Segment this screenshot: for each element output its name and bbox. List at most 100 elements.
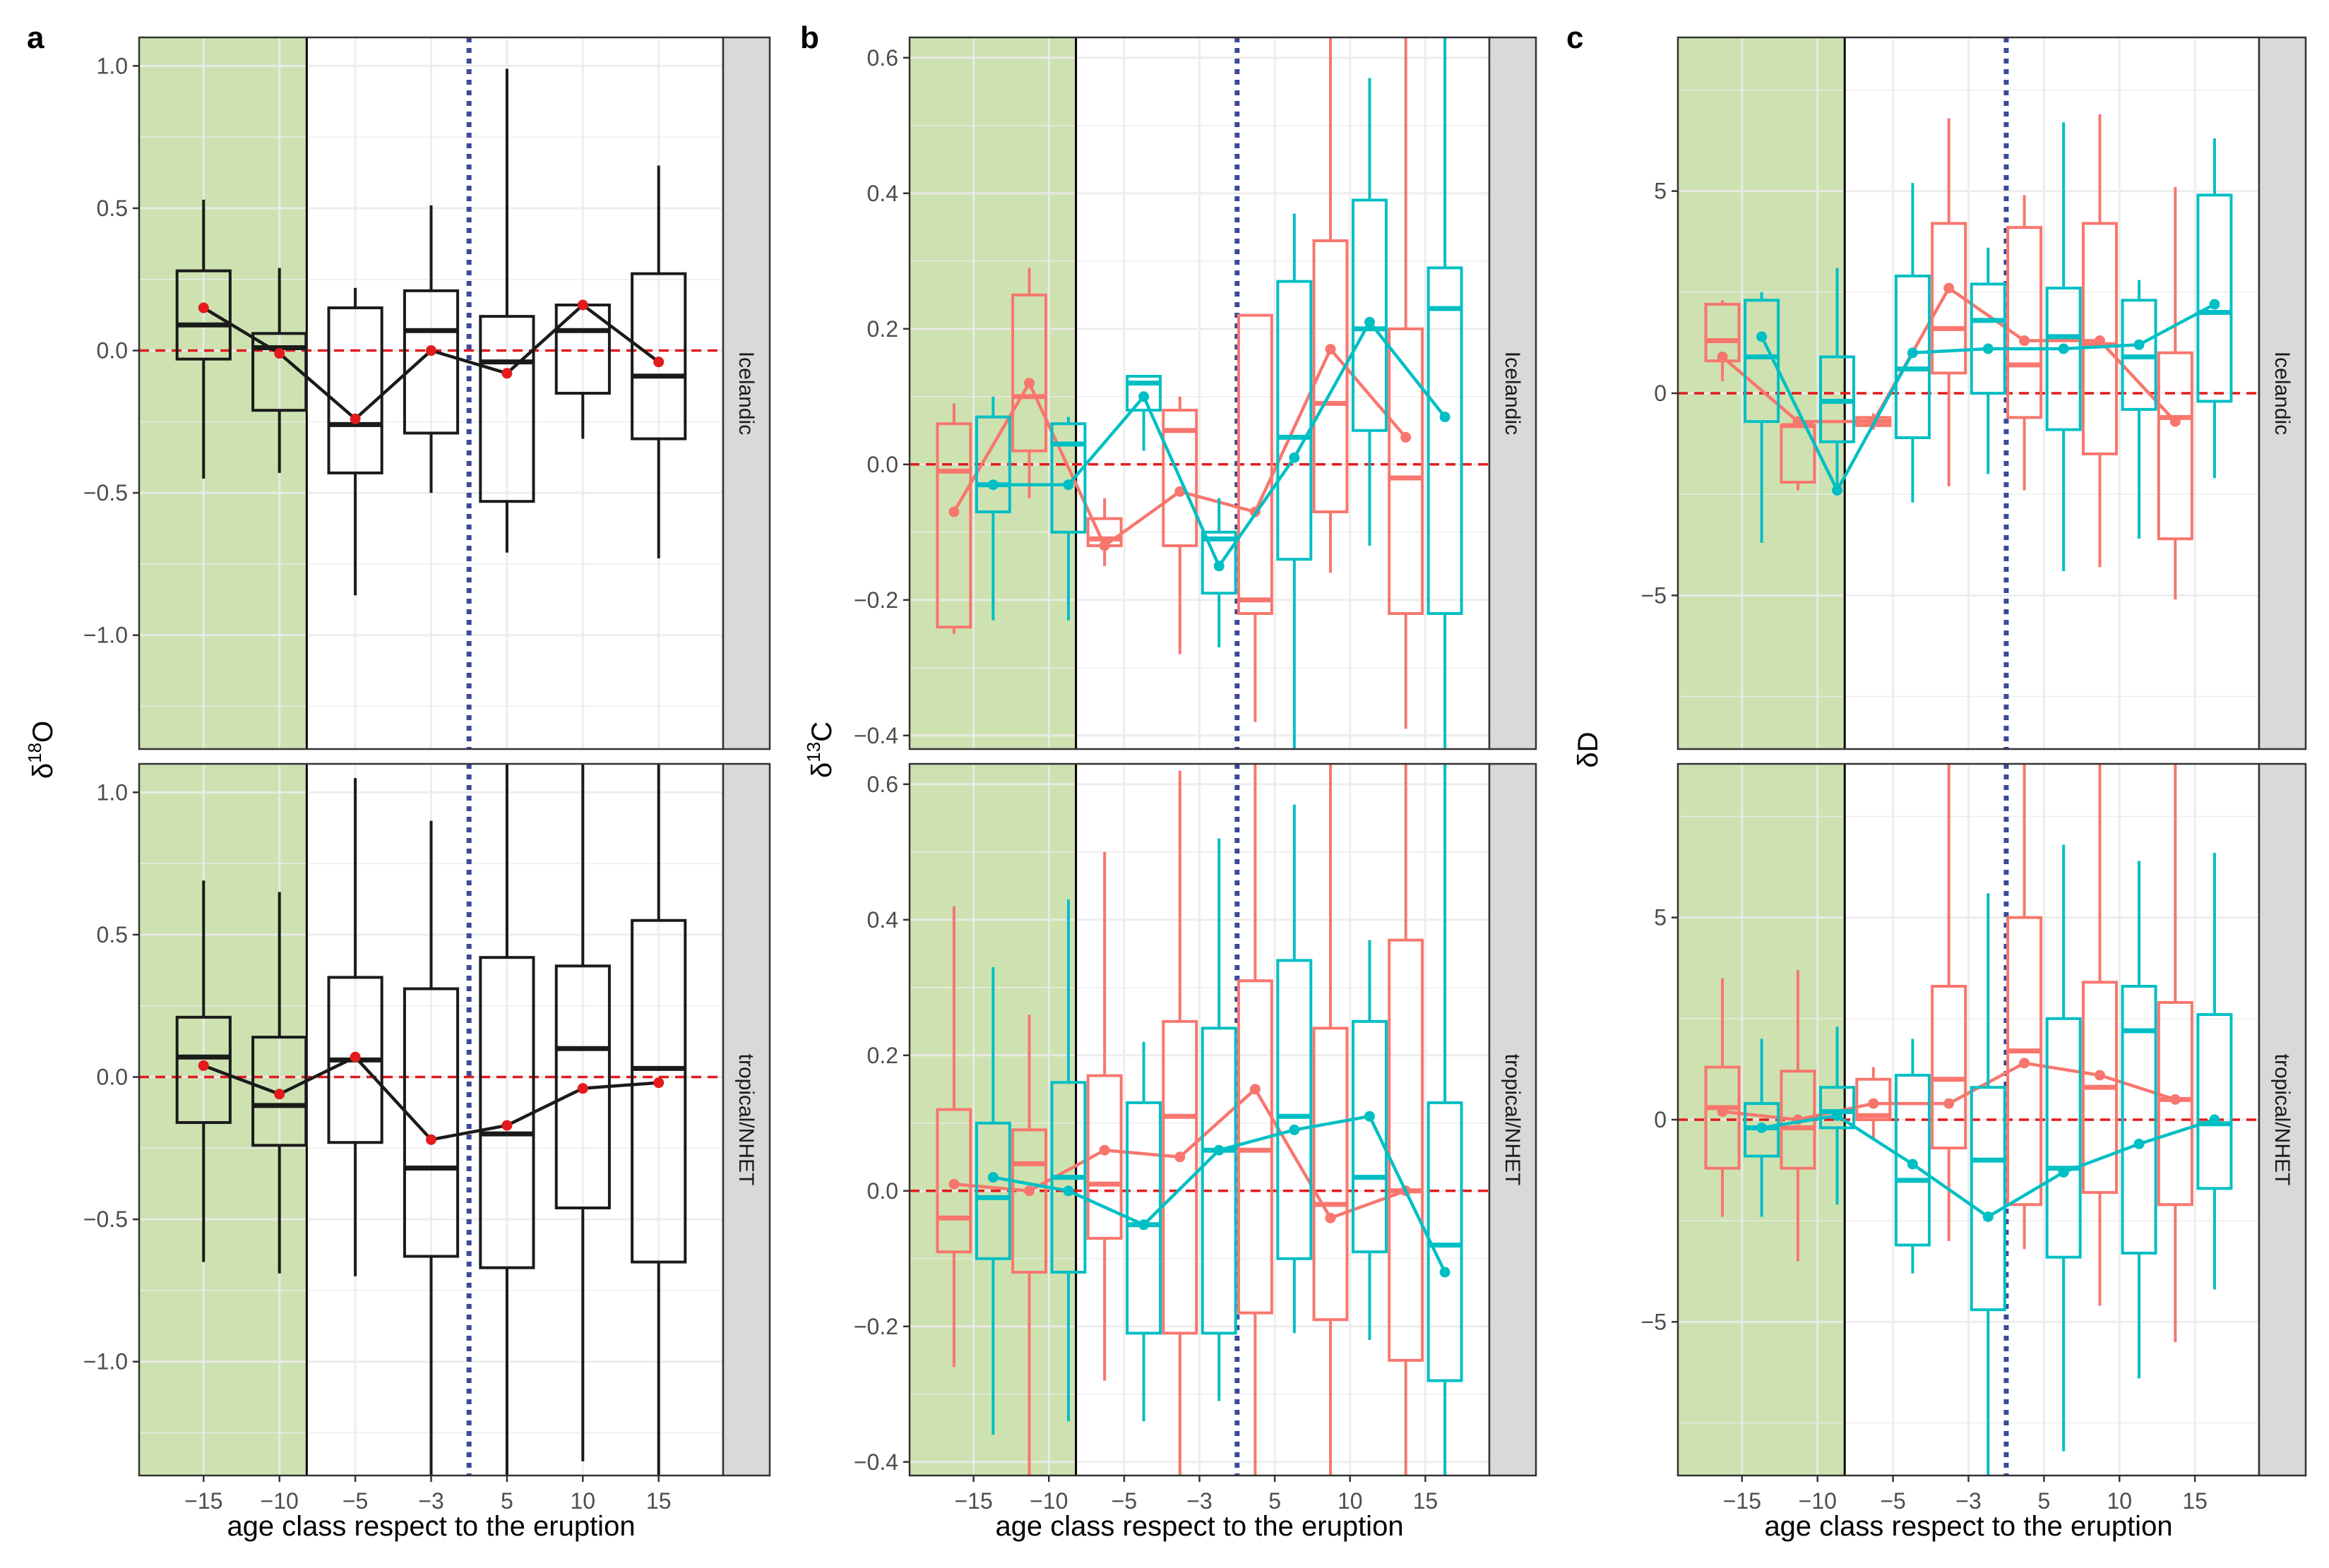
facet-strip-label: tropical/NHET bbox=[734, 1054, 758, 1186]
mean-point bbox=[2094, 335, 2105, 347]
mean-point bbox=[2169, 416, 2181, 427]
x-tick-label: 5 bbox=[2037, 1488, 2050, 1514]
y-tick-label: 5 bbox=[1654, 179, 1667, 204]
panel-letter: a bbox=[27, 20, 44, 55]
box bbox=[631, 272, 687, 441]
mean-point bbox=[1213, 1144, 1225, 1156]
box bbox=[1352, 1019, 1388, 1254]
box bbox=[1086, 1074, 1123, 1240]
facet-strip-label: Icelandic bbox=[1501, 352, 1524, 435]
box bbox=[1201, 530, 1237, 595]
y-tick-label: −0.5 bbox=[83, 1207, 128, 1232]
mean-point bbox=[1907, 1159, 1918, 1170]
y-tick-label: 1.0 bbox=[97, 53, 128, 78]
mean-point bbox=[1063, 1185, 1074, 1197]
facet-tropical-nhet: tropical/NHET −5 0 5 bbox=[1641, 762, 2307, 1482]
panel-letter: b bbox=[800, 20, 819, 55]
box bbox=[1704, 1065, 1741, 1170]
box bbox=[2121, 985, 2157, 1255]
facet-strip bbox=[2258, 762, 2307, 1477]
x-axis-label: age class respect to the eruption bbox=[995, 1511, 1403, 1542]
mean-point bbox=[1756, 1122, 1768, 1133]
x-tick-label: −5 bbox=[1112, 1488, 1137, 1514]
x-tick-label: 10 bbox=[2107, 1488, 2132, 1514]
mean-point bbox=[1325, 344, 1336, 355]
y-axis-label-tail: O bbox=[28, 721, 59, 743]
x-tick-label: −10 bbox=[1799, 1488, 1837, 1514]
y-tick-label: −0.4 bbox=[854, 723, 898, 748]
y-tick-label: 0.2 bbox=[867, 316, 898, 342]
x-tick-label: 15 bbox=[646, 1488, 672, 1514]
x-tick-label: −5 bbox=[342, 1488, 368, 1514]
box bbox=[1819, 1086, 1856, 1130]
x-tick-label: 15 bbox=[2182, 1488, 2208, 1514]
pre-period-shading bbox=[139, 764, 307, 1476]
facet-strip bbox=[1488, 36, 1537, 750]
mean-point bbox=[2058, 1166, 2069, 1178]
box bbox=[1388, 938, 1424, 1362]
box bbox=[175, 269, 232, 361]
facet-strip-label: Icelandic bbox=[734, 352, 758, 435]
box bbox=[975, 415, 1011, 513]
mean-point bbox=[1717, 351, 1728, 362]
mean-point bbox=[1024, 378, 1035, 389]
box bbox=[1931, 985, 1967, 1150]
box bbox=[2157, 1000, 2193, 1207]
box bbox=[1126, 375, 1162, 412]
box bbox=[1050, 422, 1087, 534]
mean-point bbox=[1439, 1267, 1451, 1278]
box bbox=[1201, 1027, 1237, 1335]
facet-icelandic: Icelandic −1.0 −0.5 0.0 0.5 1.0 bbox=[83, 36, 771, 750]
facet-strip-label: Icelandic bbox=[2270, 352, 2294, 435]
box bbox=[175, 1015, 232, 1125]
mean-point bbox=[501, 1120, 513, 1131]
mean-point bbox=[350, 1051, 361, 1063]
y-tick-label: 0.2 bbox=[867, 1043, 898, 1068]
y-tick-label: 0.6 bbox=[867, 772, 898, 797]
box bbox=[1312, 1027, 1349, 1322]
facet-data bbox=[936, 764, 1463, 1476]
box bbox=[403, 987, 460, 1258]
y-tick-label: 0.0 bbox=[97, 338, 128, 364]
mean-point bbox=[1099, 540, 1110, 551]
facet-tropical-nhet: tropical/NHET −1.0 −0.5 0.0 0.5 1.0 bbox=[83, 762, 771, 1482]
y-tick-label: −0.5 bbox=[83, 480, 128, 505]
y-tick-label: −5 bbox=[1641, 582, 1667, 608]
series-all bbox=[175, 68, 687, 596]
y-axis-label-superscript: 13 bbox=[803, 742, 824, 762]
y-tick-label: −0.4 bbox=[854, 1449, 898, 1475]
box bbox=[2006, 226, 2043, 419]
x-tick-label: −15 bbox=[1723, 1488, 1761, 1514]
y-tick-label: 0.0 bbox=[867, 452, 898, 477]
y-tick-label: 0.4 bbox=[867, 181, 898, 206]
mean-point bbox=[2169, 1094, 2181, 1105]
box bbox=[936, 422, 972, 629]
box bbox=[1011, 1128, 1047, 1274]
facet-data bbox=[936, 37, 1463, 749]
y-axis-label-superscript: 18 bbox=[24, 743, 45, 763]
x-tick-label: 5 bbox=[501, 1488, 513, 1514]
mean-point bbox=[1138, 1219, 1150, 1231]
y-axis-label: δ13C bbox=[803, 722, 838, 778]
y-tick-label: 0 bbox=[1654, 381, 1667, 406]
mean-point bbox=[987, 479, 999, 491]
mean-point bbox=[577, 1083, 588, 1094]
mean-point bbox=[1982, 343, 1994, 354]
mean-point bbox=[1364, 316, 1375, 328]
box bbox=[251, 1036, 308, 1147]
x-tick-label: −15 bbox=[954, 1488, 992, 1514]
series-teal bbox=[1744, 122, 2233, 571]
y-axis-label-main: δD bbox=[1573, 731, 1604, 767]
series-all bbox=[175, 764, 687, 1476]
y-tick-label: 1.0 bbox=[97, 779, 128, 805]
box bbox=[1011, 293, 1047, 453]
box bbox=[2081, 222, 2118, 455]
box bbox=[1388, 327, 1424, 615]
box bbox=[631, 918, 687, 1264]
box bbox=[1970, 282, 2006, 395]
y-axis-label-tail: C bbox=[806, 722, 838, 742]
box bbox=[1276, 959, 1313, 1260]
mean-point bbox=[2133, 1138, 2145, 1149]
